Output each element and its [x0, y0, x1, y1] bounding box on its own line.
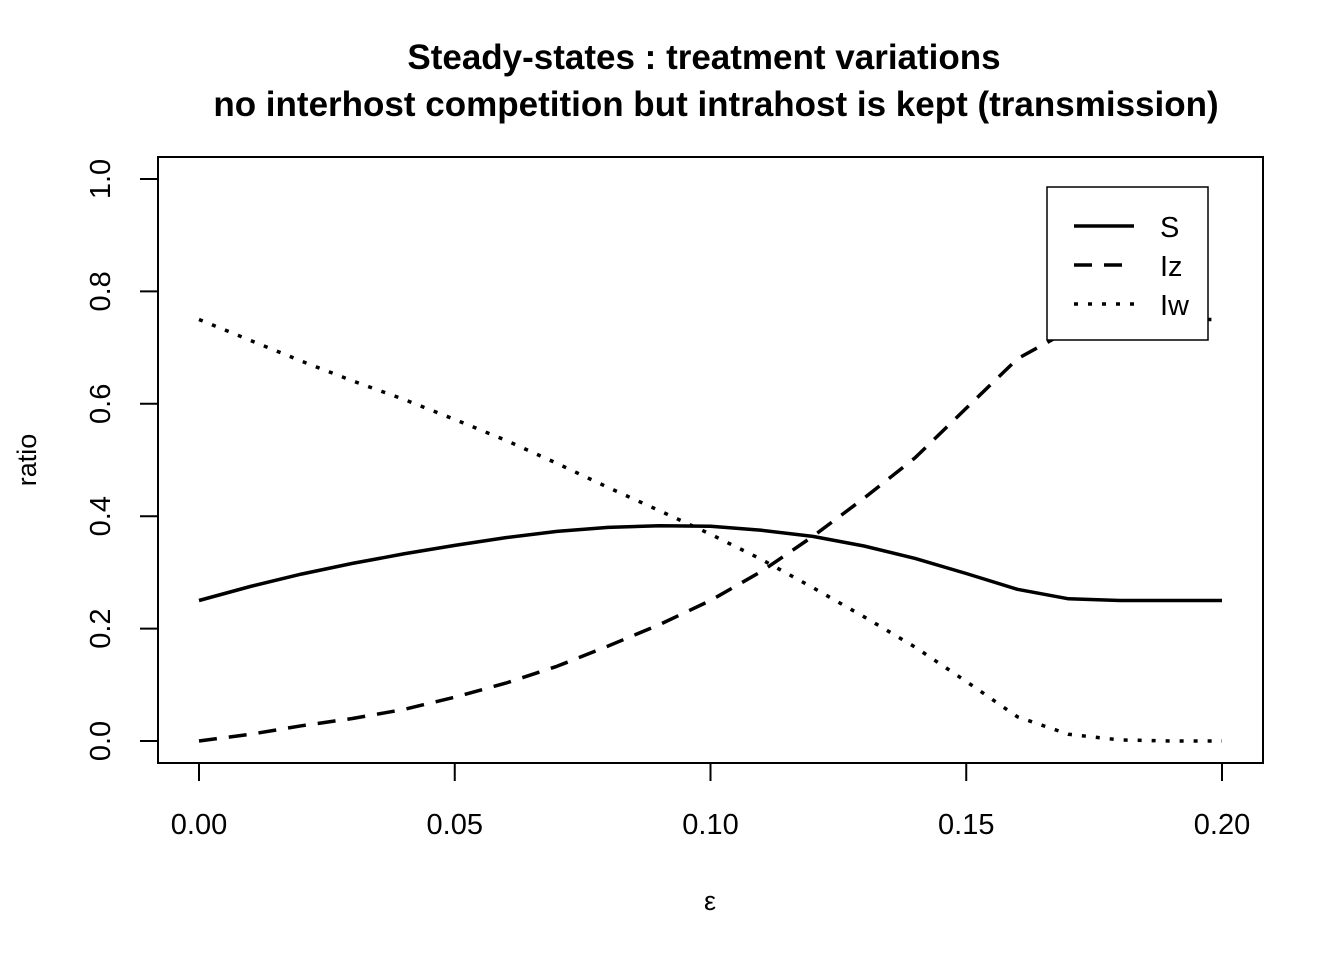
- legend-box: [1046, 186, 1209, 341]
- series-line-iz: [198, 317, 1222, 743]
- legend: S Iz Iw: [1046, 186, 1209, 341]
- y-tick-label: 0.2: [85, 608, 117, 648]
- x-tick-label: 0.00: [171, 809, 227, 841]
- x-axis: 0.00 0.05 0.10 0.15 0.20: [171, 762, 1250, 841]
- x-tick-label: 0.15: [938, 809, 994, 841]
- x-tick-label: 0.10: [682, 809, 738, 841]
- x-tick-label: 0.20: [1194, 809, 1250, 841]
- x-axis-label: ε: [704, 886, 716, 916]
- series-line-s: [198, 524, 1222, 603]
- y-tick-label: 1.0: [85, 159, 117, 199]
- series-layer: [198, 317, 1222, 743]
- y-axis-label: ratio: [12, 434, 42, 487]
- legend-label-iw: Iw: [1160, 290, 1190, 322]
- chart-title: Steady-states : treatment variations: [407, 38, 1000, 77]
- legend-label-iz: Iz: [1160, 251, 1183, 283]
- y-axis: 0.0 0.2 0.4 0.6 0.8 1.0: [85, 159, 159, 761]
- y-tick-label: 0.4: [85, 496, 117, 536]
- x-tick-label: 0.05: [427, 809, 483, 841]
- y-tick-label: 0.6: [85, 384, 117, 424]
- series-line-iw: [198, 317, 1222, 743]
- y-tick-label: 0.0: [85, 721, 117, 761]
- y-tick-label: 0.8: [85, 271, 117, 311]
- legend-label-s: S: [1160, 212, 1179, 244]
- chart-subtitle: no interhost competition but intrahost i…: [213, 85, 1218, 124]
